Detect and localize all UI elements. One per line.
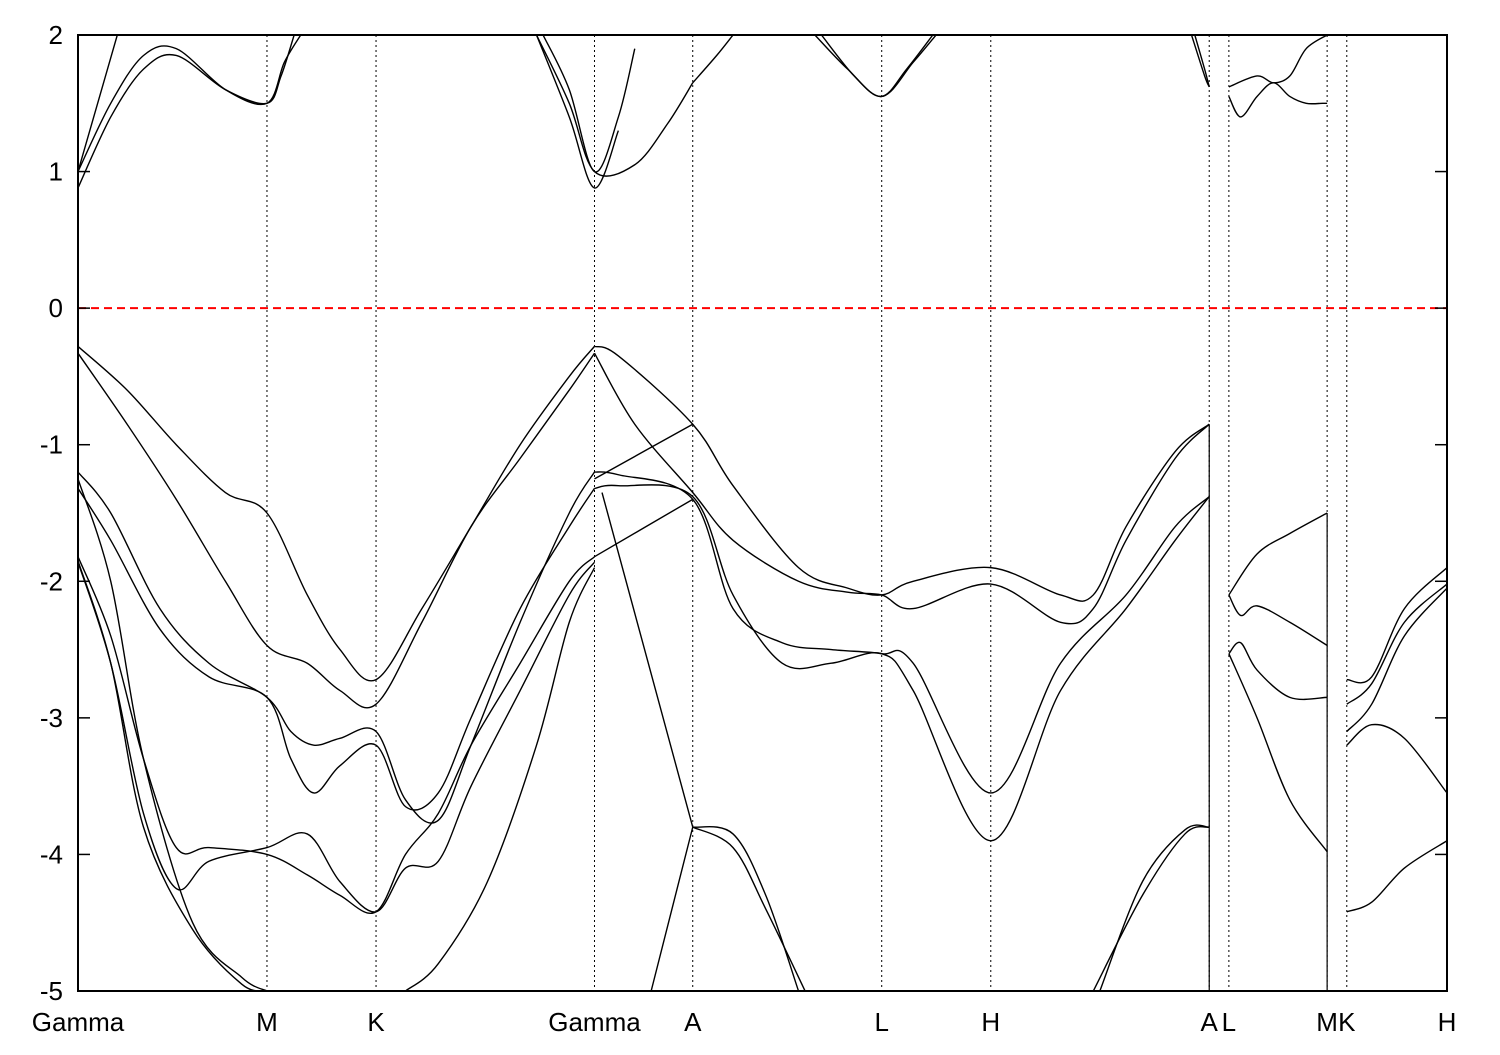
x-tick-label-m: M [256, 1007, 278, 1037]
band-line [78, 560, 268, 991]
band-line [78, 488, 596, 811]
band-line [78, 561, 596, 913]
band-line [1228, 35, 1328, 88]
band-line [594, 423, 694, 480]
band-line [1228, 653, 1328, 853]
band-line [820, 35, 934, 98]
band-line [78, 471, 596, 824]
x-tick-label-h: H [1438, 1007, 1457, 1037]
band-line [1346, 583, 1447, 705]
plot-frame [77, 34, 1448, 992]
band-line [78, 345, 596, 682]
x-tick-label-m: M [1316, 1007, 1338, 1037]
band-line [593, 352, 1210, 625]
band-line [692, 826, 806, 991]
band-line [692, 825, 800, 991]
x-tick-label-k: K [1338, 1007, 1356, 1037]
band-line [692, 35, 734, 84]
y-tick-label: -5 [40, 976, 63, 1006]
band-line [542, 35, 636, 173]
band-line [594, 484, 1210, 842]
y-tick-label: 0 [49, 293, 63, 323]
band-line [1099, 824, 1210, 991]
x-tick-label-gamma: Gamma [548, 1007, 641, 1037]
x-tick-label-a: A [684, 1007, 702, 1037]
x-tick-label-l: L [1222, 1007, 1236, 1037]
band-line [814, 35, 937, 98]
band-line [594, 345, 1210, 602]
y-tick-label: -4 [40, 839, 63, 869]
band-line [1228, 594, 1328, 647]
band-line [594, 498, 694, 558]
x-tick-label-k: K [367, 1007, 385, 1037]
y-tick-label: -3 [40, 703, 63, 733]
band-line [594, 471, 1210, 794]
band-line [1228, 512, 1328, 596]
band-curves [78, 35, 1447, 991]
y-tick-label: 1 [49, 157, 63, 187]
x-tick-label-gamma: Gamma [32, 1007, 125, 1037]
band-line [78, 352, 596, 709]
x-tick-label-h: H [981, 1007, 1000, 1037]
band-line [601, 492, 694, 828]
band-line [78, 35, 295, 189]
band-lines-layer [78, 35, 1447, 991]
band-line [78, 35, 302, 172]
band-line [650, 826, 694, 991]
band-line [535, 35, 694, 177]
band-line [1092, 825, 1210, 991]
band-line [78, 35, 118, 172]
y-tick-label: 2 [49, 20, 63, 50]
y-tick-label: -2 [40, 566, 63, 596]
grid-layer [266, 35, 1348, 991]
x-tick-label-a: A [1201, 1007, 1219, 1037]
x-tick-label-l: L [874, 1007, 888, 1037]
band-line [1346, 840, 1447, 913]
band-line [78, 478, 268, 991]
band-line [535, 35, 620, 189]
band-line [405, 567, 596, 991]
band-line [1346, 723, 1447, 794]
y-tick-label: -1 [40, 430, 63, 460]
band-line [1194, 35, 1210, 88]
band-line [1346, 587, 1447, 732]
band-line [1346, 567, 1447, 684]
axes-layer [77, 34, 1448, 992]
band-line [1228, 82, 1328, 118]
band-line [1228, 641, 1328, 701]
